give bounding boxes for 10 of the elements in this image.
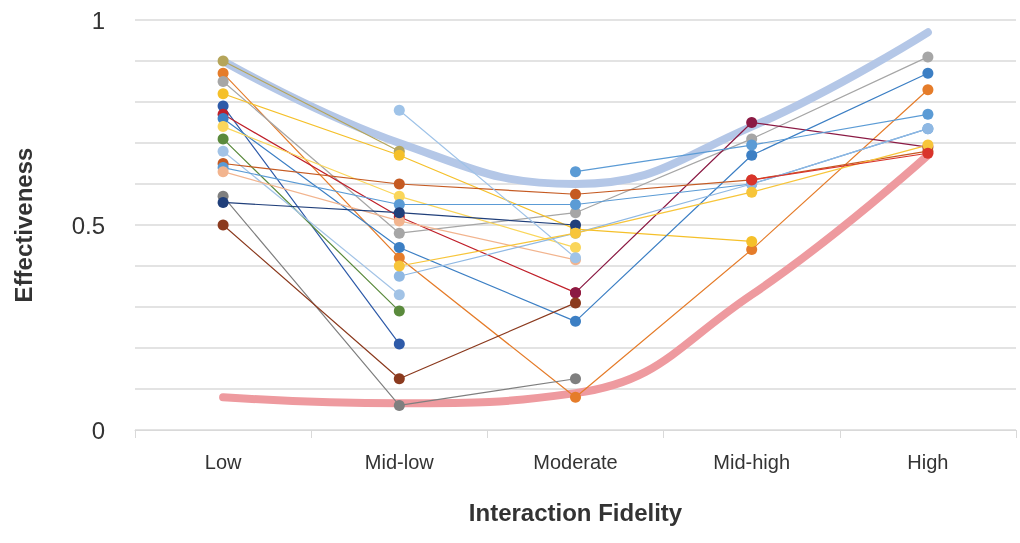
x-tick-label: Moderate bbox=[533, 451, 618, 473]
x-tick-label: High bbox=[907, 451, 949, 473]
x-tick-label: Low bbox=[204, 451, 242, 473]
x-tick-label: Mid-low bbox=[364, 451, 435, 473]
y-tick-label: 0 bbox=[91, 416, 105, 444]
x-tick-label: Mid-high bbox=[713, 451, 791, 473]
x-axis-title: Interaction Fidelity bbox=[468, 498, 683, 526]
y-axis-title: Effectiveness bbox=[9, 147, 37, 303]
y-tick-label: 0.5 bbox=[71, 211, 105, 239]
y-tick-label: 1 bbox=[91, 6, 105, 34]
